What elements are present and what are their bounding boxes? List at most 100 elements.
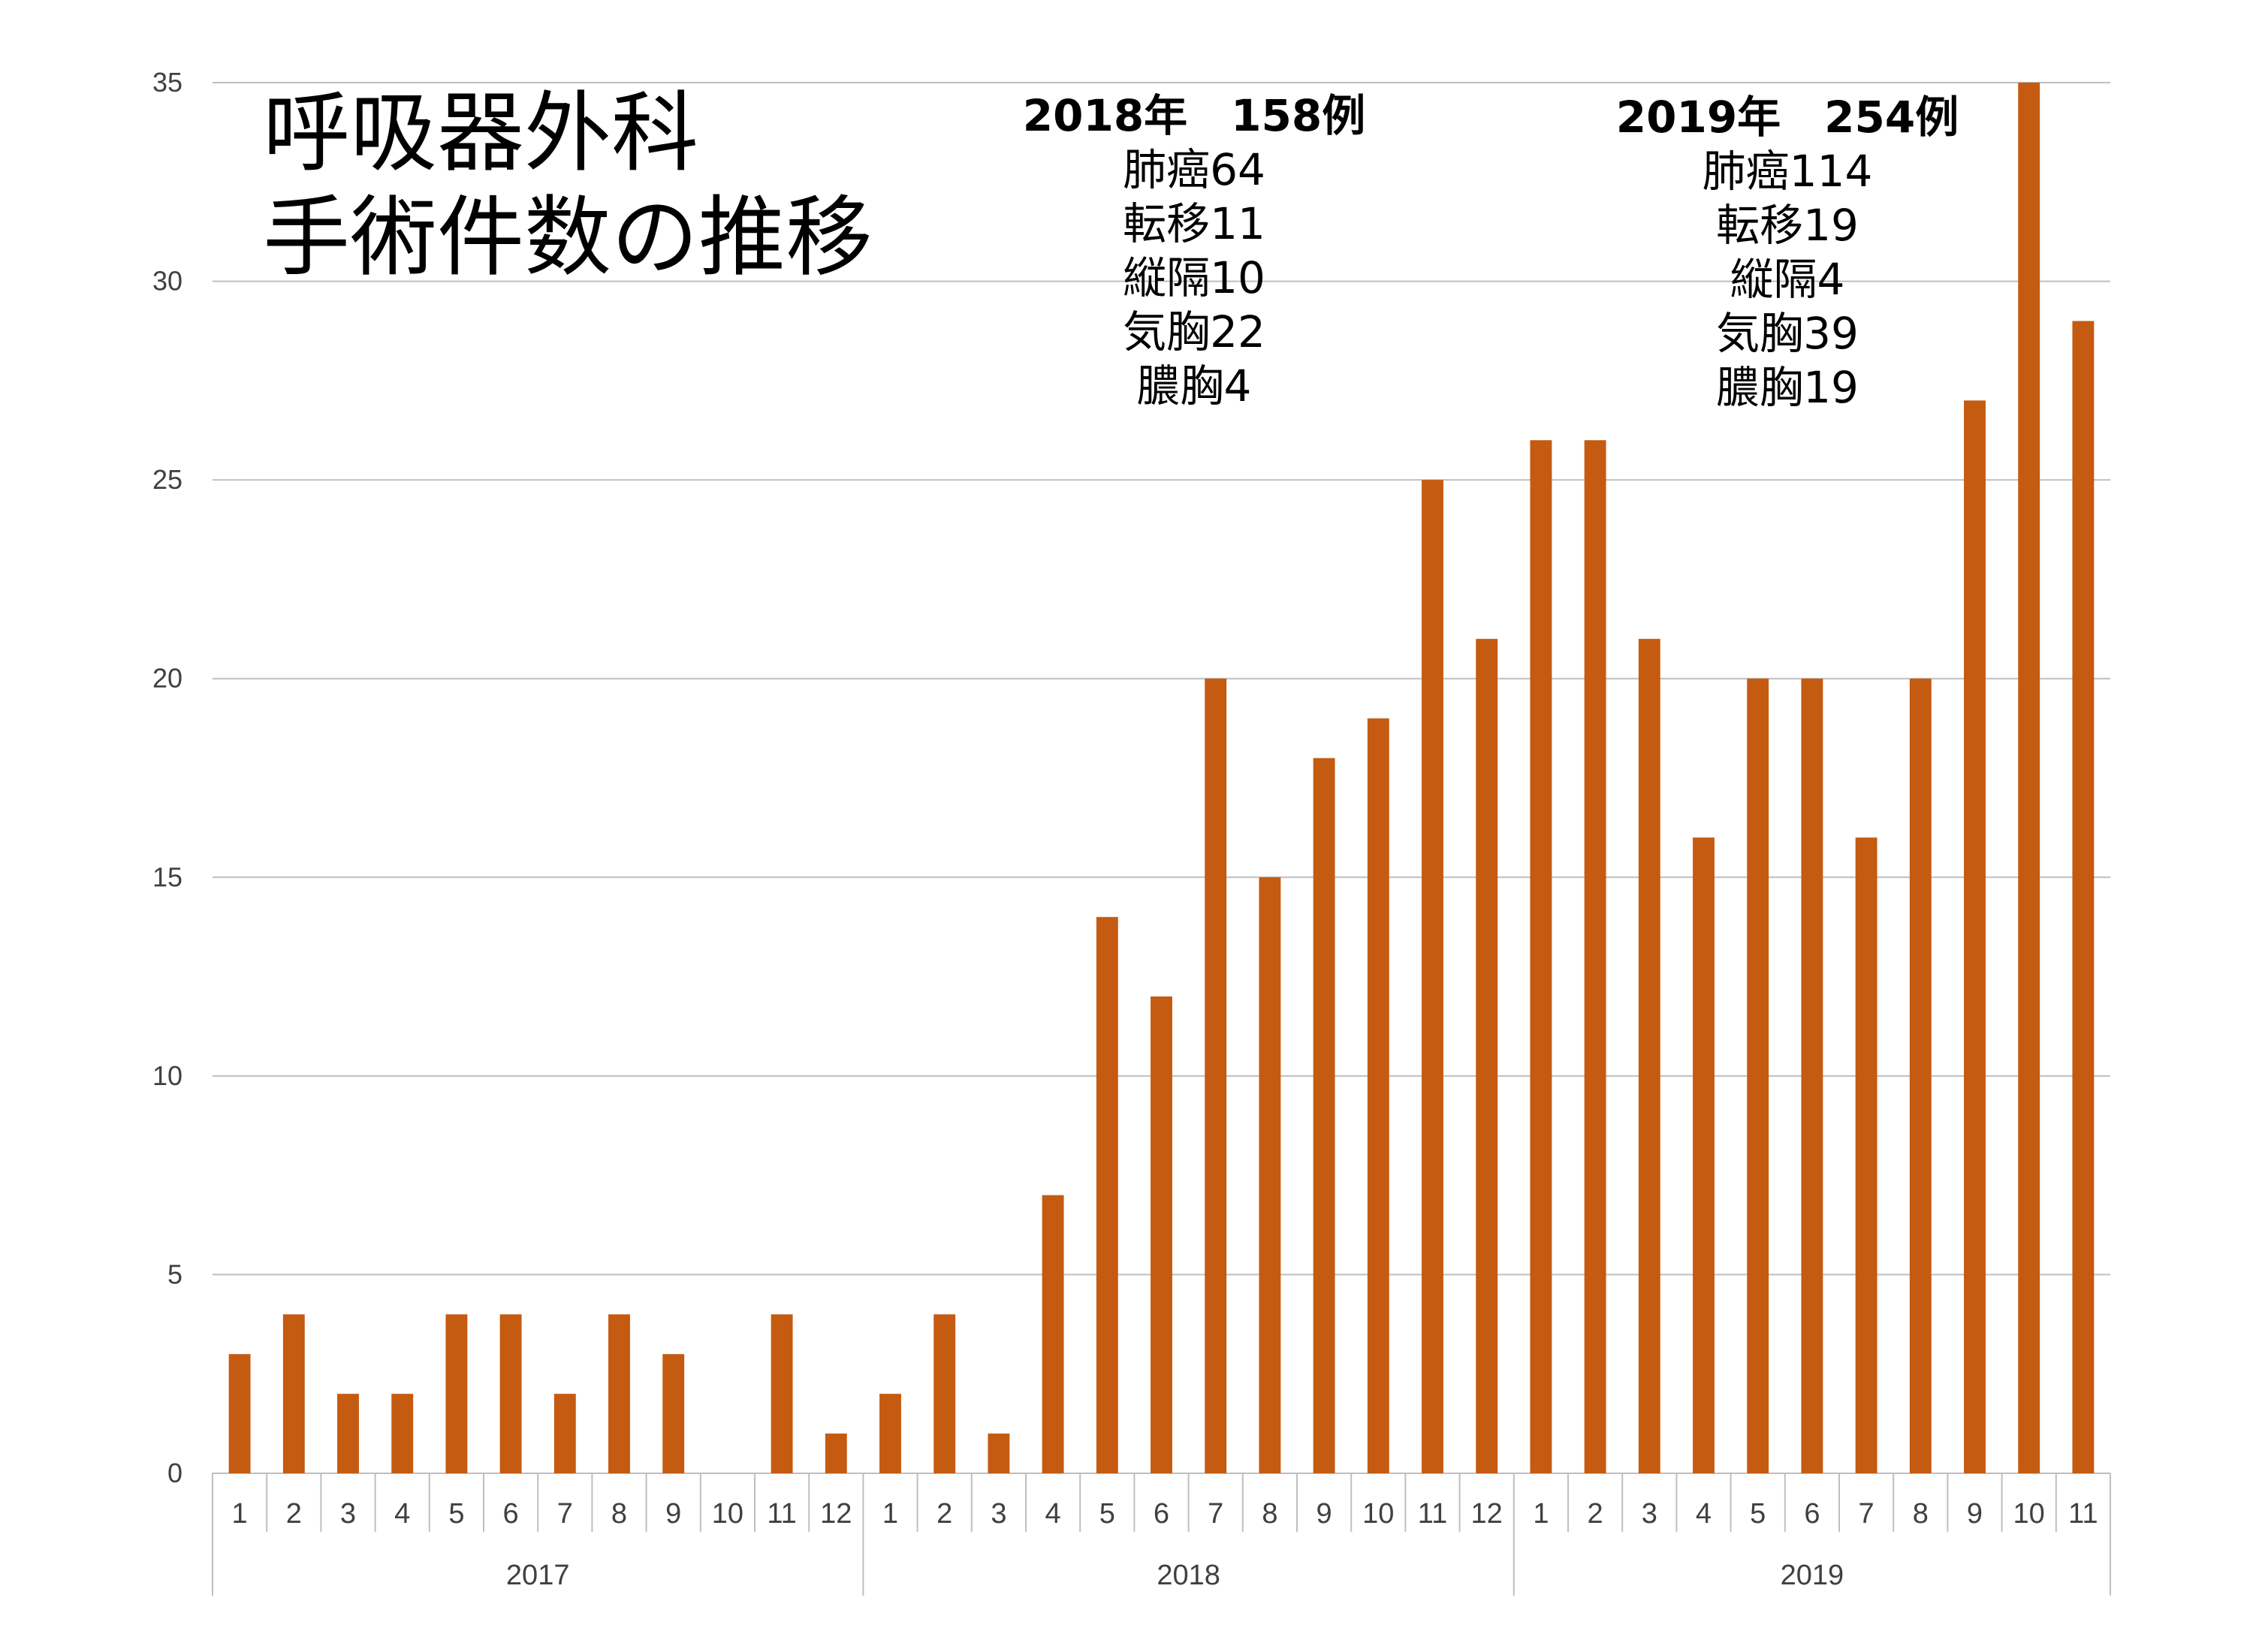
title-line-2: 手術件数の推移 <box>263 187 873 289</box>
bar <box>1096 917 1118 1473</box>
bar <box>2072 321 2095 1473</box>
annotation-2019-header: 2019年 254例 <box>1615 92 1959 143</box>
bar <box>1422 480 1443 1474</box>
bar <box>1693 837 1715 1473</box>
x-tick-label: 8 <box>611 1498 627 1530</box>
x-tick-label: 10 <box>712 1498 743 1530</box>
x-tick-label: 10 <box>2013 1498 2045 1530</box>
bar <box>988 1433 1010 1473</box>
x-tick-label: 5 <box>448 1498 464 1530</box>
x-tick-label: 3 <box>340 1498 356 1530</box>
bar <box>1205 678 1227 1473</box>
x-tick-label: 1 <box>1533 1498 1549 1530</box>
annotation-2019-line: 膿胸19 <box>1716 362 1859 413</box>
bar <box>499 1314 522 1473</box>
x-tick-label: 8 <box>1262 1498 1277 1530</box>
bar <box>608 1314 630 1473</box>
bar <box>337 1394 359 1473</box>
annotation-2019-line: 気胸39 <box>1716 308 1859 359</box>
x-group-label: 2017 <box>506 1560 570 1591</box>
bar <box>1964 400 1986 1474</box>
chart-title: 呼吸器外科 手術件数の推移 <box>263 81 873 290</box>
bar <box>771 1314 793 1473</box>
bar <box>391 1394 414 1473</box>
bar <box>879 1394 901 1473</box>
bar <box>1909 678 1932 1473</box>
annotation-2018-header: 2018年 158例 <box>1022 90 1366 141</box>
x-tick-label: 9 <box>1967 1498 1983 1530</box>
x-tick-label: 2 <box>286 1498 302 1530</box>
bar <box>1584 440 1606 1474</box>
bar <box>1530 440 1552 1474</box>
x-tick-label: 9 <box>665 1498 681 1530</box>
x-tick-label: 12 <box>820 1498 852 1530</box>
x-tick-label: 11 <box>1418 1498 1447 1530</box>
bar <box>662 1354 685 1473</box>
bar <box>1151 996 1172 1473</box>
x-tick-label: 1 <box>882 1498 898 1530</box>
bar <box>1638 638 1660 1473</box>
bars <box>228 83 2095 1474</box>
x-tick-label: 6 <box>1154 1498 1169 1530</box>
x-tick-label: 3 <box>991 1498 1006 1530</box>
bar <box>282 1314 305 1473</box>
y-tick-label: 5 <box>167 1259 182 1289</box>
x-tick-label: 6 <box>503 1498 519 1530</box>
title-line-1: 呼吸器外科 <box>263 83 698 184</box>
bar <box>1259 877 1281 1473</box>
y-tick-label: 15 <box>152 861 182 892</box>
annotation-2018: 2018年 158例 肺癌64 転移11 縦隔10 気胸22 膿胸4 <box>931 89 1457 413</box>
x-tick-label: 2 <box>1588 1498 1603 1530</box>
annotation-2019: 2019年 254例 肺癌114 転移19 縦隔4 気胸39 膿胸19 <box>1525 90 2050 415</box>
annotation-2018-line: 膿胸4 <box>1136 360 1252 411</box>
x-tick-label: 11 <box>2068 1498 2098 1530</box>
bar <box>228 1354 251 1473</box>
x-tick-label: 5 <box>1099 1498 1115 1530</box>
x-tick-label: 9 <box>1317 1498 1332 1530</box>
x-tick-label: 7 <box>557 1498 573 1530</box>
y-tick-label: 30 <box>152 266 182 297</box>
x-tick-label: 8 <box>1913 1498 1929 1530</box>
bar <box>553 1394 576 1473</box>
bar <box>1801 678 1823 1473</box>
x-tick-label: 3 <box>1642 1498 1657 1530</box>
y-tick-label: 25 <box>152 464 182 495</box>
bar <box>1747 678 1769 1473</box>
annotation-2019-line: 転移19 <box>1716 200 1859 251</box>
y-tick-label: 35 <box>152 67 182 98</box>
bar <box>1367 718 1389 1473</box>
bar <box>1313 758 1335 1473</box>
bar <box>825 1433 847 1473</box>
bar <box>1476 638 1498 1473</box>
bar <box>1042 1195 1064 1473</box>
x-tick-label: 10 <box>1362 1498 1394 1530</box>
x-tick-label: 2 <box>936 1498 952 1530</box>
x-tick-label: 7 <box>1208 1498 1223 1530</box>
y-tick-label: 0 <box>167 1458 182 1488</box>
x-tick-label: 4 <box>394 1498 410 1530</box>
x-tick-label: 6 <box>1804 1498 1820 1530</box>
annotation-2019-line: 肺癌114 <box>1702 146 1873 197</box>
x-tick-label: 1 <box>232 1498 248 1530</box>
bar <box>1855 837 1878 1473</box>
bar <box>445 1314 468 1473</box>
y-axis: 0 5 10 15 20 25 30 35 <box>152 67 182 1488</box>
x-group-label: 2018 <box>1157 1560 1220 1591</box>
x-group-label: 2019 <box>1781 1560 1844 1591</box>
x-tick-label: 4 <box>1696 1498 1712 1530</box>
bar <box>2018 83 2040 1473</box>
x-tick-label: 12 <box>1471 1498 1503 1530</box>
y-tick-label: 10 <box>152 1060 182 1091</box>
bar <box>933 1314 956 1473</box>
annotation-2018-line: 肺癌64 <box>1123 144 1265 195</box>
y-tick-label: 20 <box>152 663 182 694</box>
annotation-2018-line: 縦隔10 <box>1123 252 1265 303</box>
annotation-2018-line: 気胸22 <box>1123 306 1265 357</box>
x-tick-label: 7 <box>1859 1498 1874 1530</box>
annotation-2018-line: 転移11 <box>1123 198 1265 249</box>
annotation-2019-line: 縦隔4 <box>1730 254 1845 305</box>
x-tick-label: 5 <box>1750 1498 1766 1530</box>
x-tick-label: 11 <box>767 1498 796 1530</box>
